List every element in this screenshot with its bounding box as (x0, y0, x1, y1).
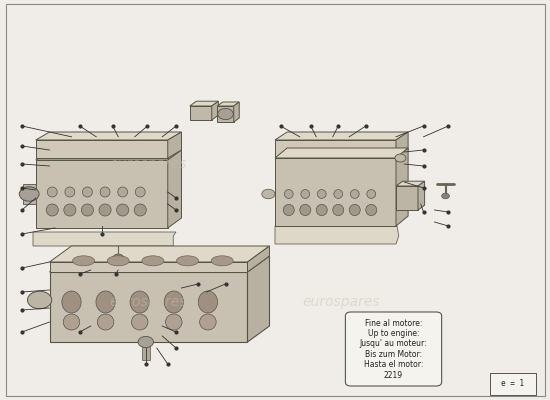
Ellipse shape (134, 204, 146, 216)
Circle shape (262, 189, 275, 199)
Text: eurospares: eurospares (302, 295, 379, 309)
Polygon shape (36, 160, 168, 228)
Circle shape (28, 291, 52, 309)
Polygon shape (190, 106, 212, 120)
Ellipse shape (107, 256, 129, 266)
Text: eurospares: eurospares (110, 295, 187, 309)
Ellipse shape (65, 187, 75, 197)
Polygon shape (33, 232, 176, 246)
Ellipse shape (350, 190, 359, 198)
Ellipse shape (284, 190, 293, 198)
Ellipse shape (62, 291, 81, 313)
Circle shape (138, 336, 153, 348)
Polygon shape (217, 102, 239, 106)
Polygon shape (396, 186, 418, 210)
Text: eurospares: eurospares (110, 157, 187, 171)
Ellipse shape (316, 204, 327, 216)
Polygon shape (50, 256, 270, 272)
Ellipse shape (333, 204, 344, 216)
Ellipse shape (300, 204, 311, 216)
Text: e = 1: e = 1 (501, 379, 525, 388)
Ellipse shape (200, 314, 216, 330)
Polygon shape (234, 102, 239, 122)
Polygon shape (217, 106, 234, 122)
Ellipse shape (317, 190, 326, 198)
Ellipse shape (81, 204, 94, 216)
Circle shape (395, 154, 406, 162)
Polygon shape (50, 272, 248, 342)
Bar (142, 342, 150, 360)
Polygon shape (396, 132, 408, 158)
Polygon shape (36, 132, 182, 140)
Polygon shape (50, 246, 270, 262)
Polygon shape (36, 150, 182, 160)
Ellipse shape (64, 204, 76, 216)
Polygon shape (248, 246, 270, 272)
FancyBboxPatch shape (345, 312, 442, 386)
Polygon shape (36, 140, 168, 158)
Text: Fine al motore:
Up to engine:
Jusqu' au moteur:
Bis zum Motor:
Hasta el motor:
2: Fine al motore: Up to engine: Jusqu' au … (360, 318, 427, 380)
FancyBboxPatch shape (490, 373, 536, 395)
Ellipse shape (99, 204, 111, 216)
Polygon shape (275, 226, 399, 244)
Ellipse shape (97, 314, 114, 330)
Ellipse shape (301, 190, 310, 198)
Polygon shape (168, 132, 182, 158)
Polygon shape (168, 150, 182, 228)
Polygon shape (275, 158, 396, 226)
Ellipse shape (211, 256, 233, 266)
Ellipse shape (198, 291, 218, 313)
Ellipse shape (100, 187, 110, 197)
Ellipse shape (130, 291, 149, 313)
Polygon shape (275, 132, 408, 140)
Ellipse shape (47, 187, 57, 197)
Circle shape (19, 187, 39, 201)
Circle shape (113, 254, 124, 262)
Ellipse shape (117, 204, 129, 216)
Polygon shape (396, 148, 408, 226)
Ellipse shape (164, 291, 184, 313)
Ellipse shape (366, 204, 377, 216)
Circle shape (218, 108, 233, 120)
Polygon shape (248, 256, 270, 342)
Ellipse shape (135, 187, 145, 197)
Ellipse shape (349, 204, 360, 216)
Polygon shape (212, 101, 218, 120)
Polygon shape (275, 140, 396, 158)
Polygon shape (23, 184, 36, 204)
Ellipse shape (118, 187, 128, 197)
Ellipse shape (142, 256, 164, 266)
Text: eurospares: eurospares (302, 157, 379, 171)
Ellipse shape (63, 314, 80, 330)
Ellipse shape (82, 187, 92, 197)
Ellipse shape (177, 256, 199, 266)
Ellipse shape (96, 291, 116, 313)
Ellipse shape (367, 190, 376, 198)
Polygon shape (275, 148, 408, 158)
Polygon shape (50, 262, 248, 272)
Ellipse shape (334, 190, 343, 198)
Ellipse shape (73, 256, 95, 266)
Ellipse shape (283, 204, 294, 216)
Polygon shape (396, 181, 425, 186)
Polygon shape (418, 181, 425, 210)
Polygon shape (190, 101, 218, 106)
Ellipse shape (166, 314, 182, 330)
Ellipse shape (46, 204, 58, 216)
Ellipse shape (131, 314, 148, 330)
Circle shape (442, 193, 449, 199)
